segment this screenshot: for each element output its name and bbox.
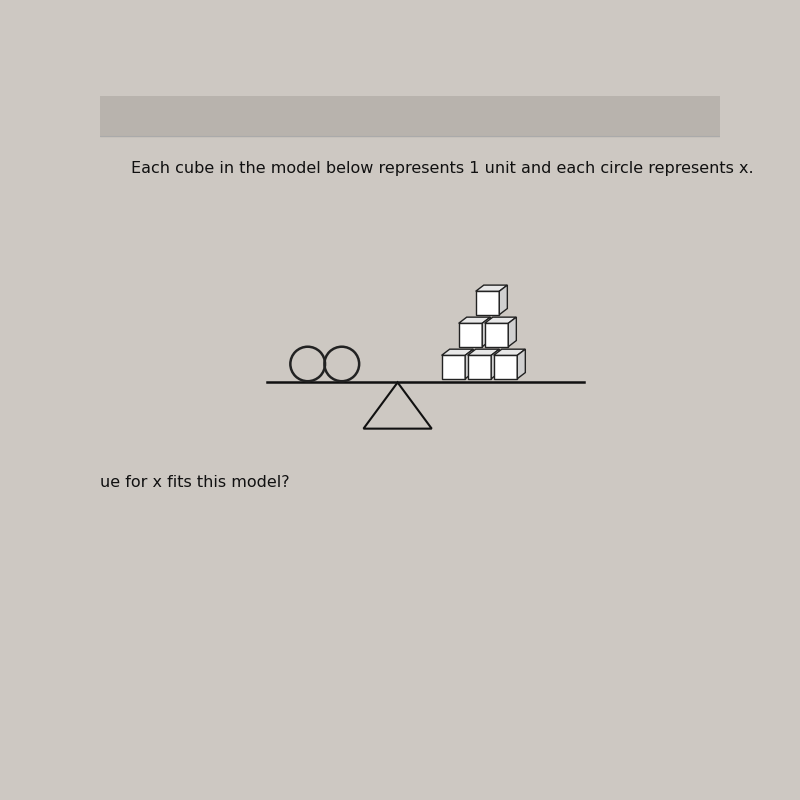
Bar — [494, 355, 518, 378]
Polygon shape — [508, 317, 516, 346]
Bar — [458, 323, 482, 346]
Text: ue for x fits this model?: ue for x fits this model? — [100, 475, 290, 490]
Polygon shape — [476, 285, 507, 291]
Polygon shape — [458, 317, 490, 323]
Bar — [468, 355, 491, 378]
Polygon shape — [518, 349, 526, 378]
Polygon shape — [499, 285, 507, 314]
Polygon shape — [485, 317, 516, 323]
Polygon shape — [468, 349, 499, 355]
Polygon shape — [482, 317, 490, 346]
Polygon shape — [491, 349, 499, 378]
Polygon shape — [465, 349, 474, 378]
Bar — [476, 291, 499, 314]
Text: Each cube in the model below represents 1 unit and each circle represents x.: Each cube in the model below represents … — [131, 161, 754, 176]
Bar — [100, 96, 720, 136]
Bar — [442, 355, 465, 378]
Polygon shape — [442, 349, 474, 355]
Bar — [485, 323, 508, 346]
Polygon shape — [494, 349, 526, 355]
